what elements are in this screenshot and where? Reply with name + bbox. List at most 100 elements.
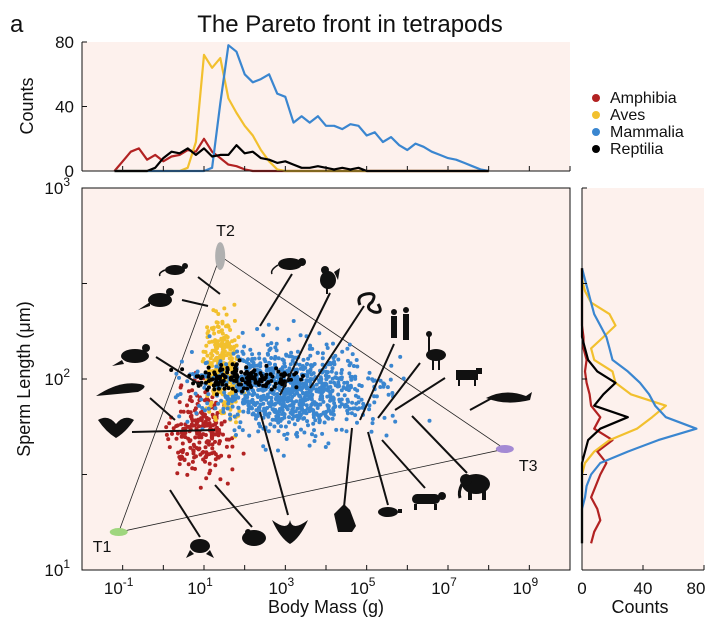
- scatter-point: [246, 410, 251, 415]
- scatter-point: [219, 453, 224, 458]
- scatter-point: [229, 390, 234, 395]
- scatter-point: [222, 353, 227, 357]
- scatter-point: [320, 431, 325, 436]
- scatter-point: [370, 417, 375, 421]
- scatter-point: [228, 412, 232, 417]
- scatter-point: [241, 409, 246, 414]
- scatter-point: [221, 378, 226, 383]
- scatter-point: [205, 440, 210, 445]
- scatter-point: [210, 377, 215, 382]
- scatter-point: [225, 343, 230, 348]
- scatter-point: [367, 407, 372, 412]
- scatter-point: [230, 386, 235, 391]
- scatter-point: [255, 400, 260, 405]
- scatter-point: [272, 424, 277, 429]
- scatter-point: [233, 389, 238, 394]
- scatter-point: [299, 377, 304, 382]
- scatter-point: [236, 405, 241, 410]
- scatter-point: [222, 306, 227, 311]
- scatter-point: [204, 476, 209, 481]
- scatter-point: [272, 384, 277, 389]
- archetype-marker-t3: [495, 445, 514, 454]
- scatter-point: [261, 333, 266, 338]
- scatter-point: [382, 382, 387, 387]
- scatter-point: [210, 446, 215, 451]
- scatter-point: [252, 391, 257, 396]
- scatter-point: [353, 376, 358, 381]
- scatter-point: [204, 360, 209, 365]
- scatter-point: [350, 400, 355, 405]
- scatter-point: [252, 376, 257, 380]
- scatter-point: [224, 383, 229, 388]
- scatter-point: [224, 312, 229, 317]
- scatter-point: [206, 406, 211, 411]
- scatter-point: [204, 453, 209, 458]
- scatter-point: [270, 417, 275, 422]
- crow-silhouette: [112, 344, 150, 366]
- scatter-point: [222, 390, 227, 395]
- scatter-point: [177, 400, 182, 405]
- scatter-point: [179, 359, 184, 364]
- scatter-point: [251, 360, 256, 365]
- scatter-point: [282, 371, 287, 376]
- scatter-point: [219, 363, 224, 367]
- scatter-point: [266, 429, 271, 434]
- scatter-point: [174, 436, 179, 441]
- scatter-point: [307, 443, 312, 448]
- scatter-point: [218, 343, 223, 348]
- scatter-point: [347, 342, 352, 347]
- scatter-point: [328, 394, 332, 399]
- toad-silhouette: [242, 529, 266, 546]
- scatter-point: [224, 324, 228, 329]
- scatter-point: [306, 378, 311, 383]
- scatter-point: [230, 467, 235, 472]
- legend-label-mammalia: Mammalia: [610, 124, 684, 141]
- scatter-point: [224, 395, 228, 400]
- scatter-ytick-label: 103: [44, 175, 70, 198]
- scatter-point: [292, 393, 297, 397]
- scatter-point: [208, 403, 213, 408]
- scatter-point: [179, 422, 184, 427]
- scatter-point: [190, 418, 195, 423]
- scatter-point: [210, 442, 215, 447]
- scatter-point: [232, 338, 237, 343]
- scatter-point: [254, 380, 259, 385]
- scatter-point: [297, 410, 302, 415]
- scatter-point: [210, 353, 215, 358]
- scatter-point: [345, 408, 350, 413]
- scatter-point: [218, 354, 223, 359]
- scatter-point: [211, 308, 216, 313]
- scatter-point: [214, 344, 218, 349]
- scatter-xlabel: Body Mass (g): [268, 597, 384, 617]
- scatter-point: [261, 393, 266, 398]
- scatter-point: [276, 420, 281, 425]
- scatter-point: [220, 338, 225, 343]
- scatter-point: [181, 409, 186, 414]
- scatter-point: [237, 425, 242, 430]
- scatter-point: [331, 341, 335, 346]
- scatter-point: [250, 352, 255, 357]
- scatter-point: [265, 406, 270, 410]
- scatter-point: [224, 362, 229, 367]
- scatter-point: [227, 454, 232, 459]
- scatter-point: [166, 437, 171, 442]
- scatter-point: [349, 411, 354, 416]
- scatter-point: [372, 394, 377, 399]
- scatter-point: [293, 375, 298, 380]
- scatter-point: [260, 376, 265, 381]
- scatter-point: [197, 446, 202, 451]
- scatter-point: [293, 409, 298, 414]
- scatter-point: [189, 399, 194, 404]
- scatter-point: [282, 412, 287, 417]
- scatter-point: [304, 386, 309, 391]
- scatter-point: [346, 388, 351, 393]
- scatter-point: [273, 417, 278, 422]
- scatter-point: [281, 453, 286, 458]
- scatter-point: [208, 468, 213, 473]
- scatter-point: [188, 395, 193, 399]
- scatter-point: [360, 405, 365, 410]
- scatter-point: [246, 379, 250, 384]
- scatter-point: [325, 415, 330, 420]
- right-hist-xtick-label: 0: [577, 579, 586, 598]
- scatter-point: [257, 356, 262, 361]
